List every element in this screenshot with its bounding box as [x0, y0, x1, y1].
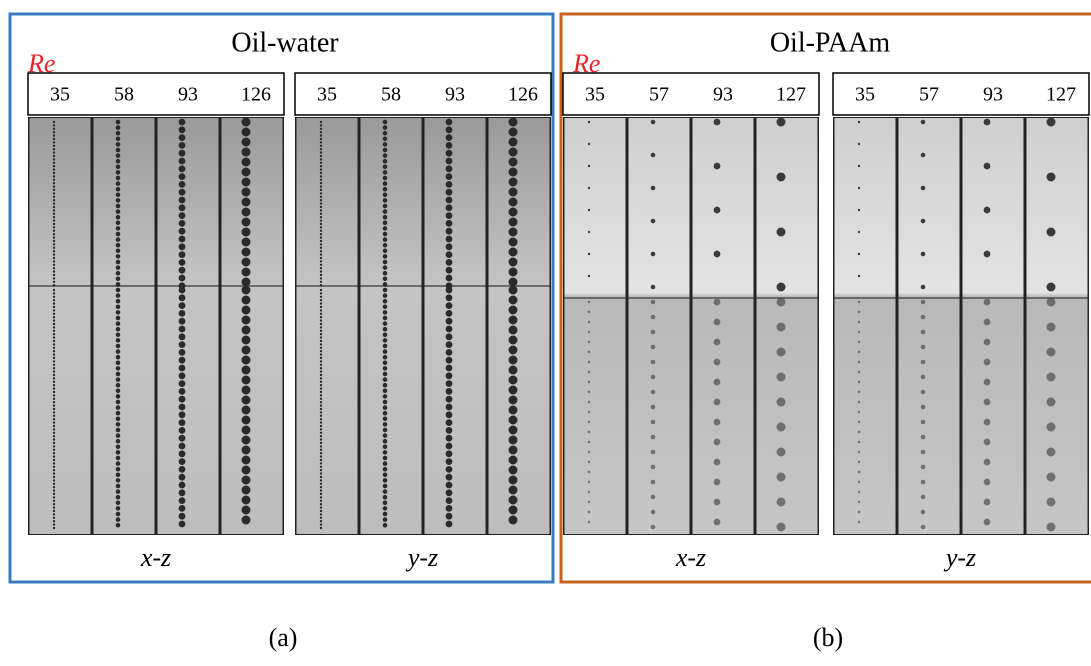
- view-label: y-z: [405, 543, 438, 572]
- photo-column: [898, 118, 960, 534]
- panel-label: (a): [269, 623, 298, 652]
- re-value: 57: [919, 84, 939, 106]
- re-value: 93: [445, 84, 465, 106]
- photo-column: [157, 118, 219, 534]
- re-value: 93: [983, 84, 1003, 106]
- header-box: [832, 72, 1090, 116]
- photo-column: [628, 118, 690, 534]
- photo-column: [1026, 118, 1088, 534]
- re-value: 126: [241, 84, 271, 106]
- re-value: 57: [649, 84, 669, 106]
- panel-label: (b): [813, 623, 843, 652]
- photo-column: [29, 118, 91, 534]
- photo-column: [488, 118, 550, 534]
- header-box: [27, 72, 285, 116]
- re-value: 93: [713, 84, 733, 106]
- re-value: 127: [1046, 84, 1076, 106]
- photo-column: [424, 118, 486, 534]
- photo-column: [93, 118, 155, 534]
- view-label: x-z: [140, 543, 171, 572]
- photo-column: [834, 118, 896, 534]
- re-value: 58: [381, 84, 401, 106]
- view-label: y-z: [943, 543, 976, 572]
- re-value: 35: [317, 84, 337, 106]
- view-label: x-z: [675, 543, 706, 572]
- photo-column: [692, 118, 754, 534]
- photo-column: [756, 118, 818, 534]
- photo-column: [962, 118, 1024, 534]
- photo-column: [564, 118, 626, 534]
- panel-title: Oil-water: [231, 27, 339, 58]
- re-value: 127: [776, 84, 806, 106]
- re-value: 35: [855, 84, 875, 106]
- re-value: 35: [50, 84, 70, 106]
- header-box: [294, 72, 552, 116]
- panel-title: Oil-PAAm: [770, 27, 891, 58]
- photo-column: [221, 118, 283, 534]
- header-box: [562, 72, 820, 116]
- re-value: 35: [585, 84, 605, 106]
- re-value: 58: [114, 84, 134, 106]
- re-value: 93: [178, 84, 198, 106]
- photo-column: [360, 118, 422, 534]
- re-value: 126: [508, 84, 538, 106]
- panel-border: [559, 12, 1091, 584]
- panel-border: [8, 12, 555, 584]
- photo-column: [296, 118, 358, 534]
